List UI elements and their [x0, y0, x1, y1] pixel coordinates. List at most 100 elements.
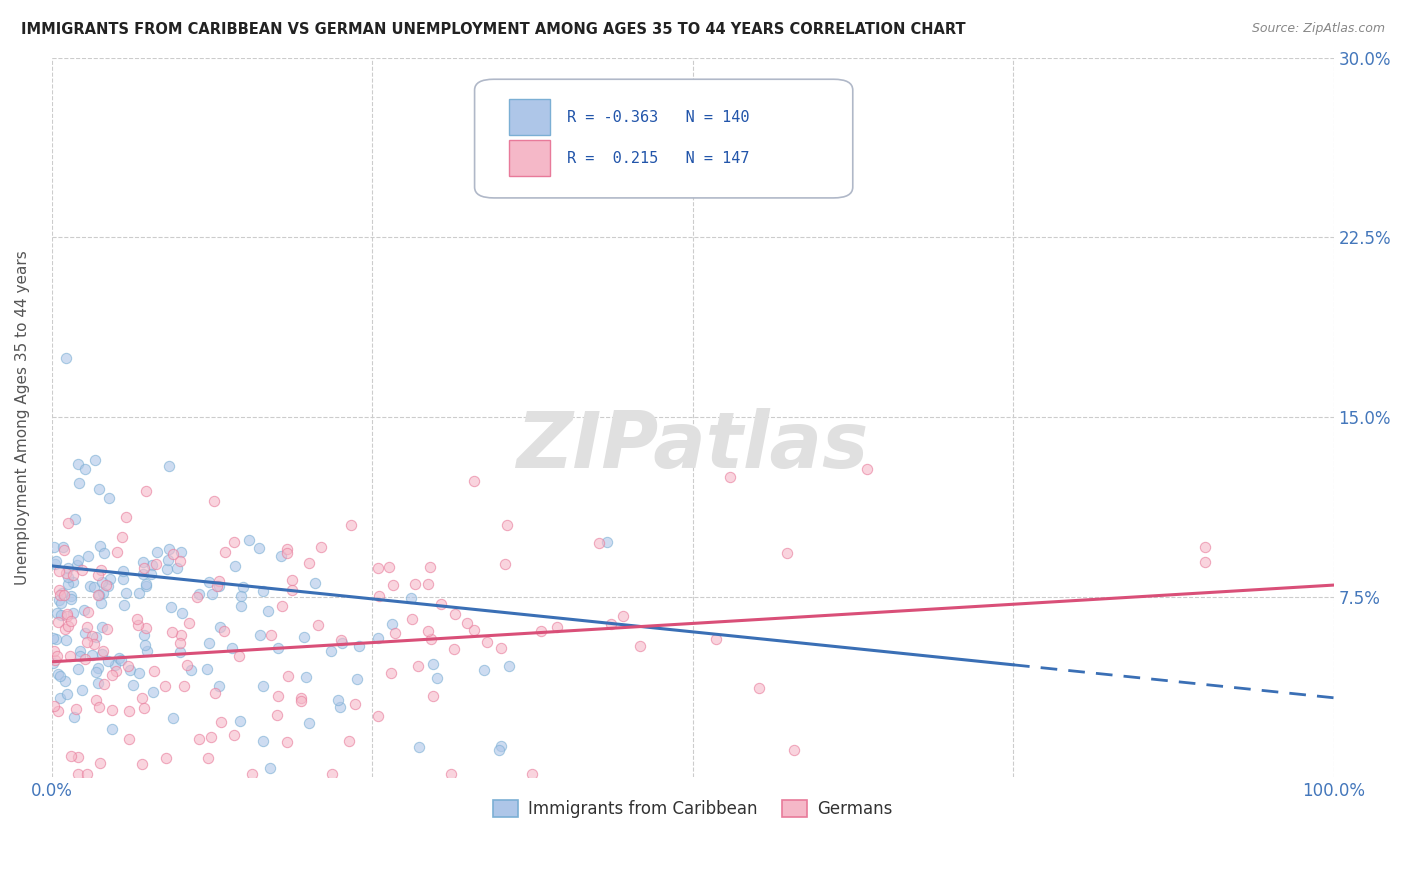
Point — [87, 676, 110, 690]
Point — [42, 698, 65, 713]
Point — [83, 637, 105, 651]
Point — [776, 545, 799, 559]
Point — [51, 607, 73, 622]
Point — [76, 767, 98, 781]
Point — [141, 558, 163, 573]
Point — [115, 509, 138, 524]
Point — [330, 636, 353, 650]
Point — [45, 554, 67, 568]
Point — [399, 591, 422, 606]
FancyBboxPatch shape — [509, 99, 550, 136]
Point — [142, 684, 165, 698]
Legend: Immigrants from Caribbean, Germans: Immigrants from Caribbean, Germans — [484, 791, 901, 826]
Point — [211, 714, 233, 729]
Point — [55, 607, 77, 622]
Point — [208, 679, 231, 693]
Point — [1194, 555, 1216, 569]
Point — [252, 734, 274, 748]
Point — [90, 563, 112, 577]
Point — [208, 574, 231, 588]
Point — [267, 640, 290, 655]
Point — [117, 659, 139, 673]
Point — [73, 603, 96, 617]
Point — [51, 586, 73, 600]
Point — [73, 626, 96, 640]
Point — [420, 632, 443, 646]
Point — [290, 694, 312, 708]
Point — [97, 654, 120, 668]
FancyBboxPatch shape — [475, 79, 853, 198]
Point — [155, 751, 177, 765]
Point — [87, 660, 110, 674]
Point — [489, 739, 512, 754]
Point — [84, 693, 107, 707]
Point — [367, 631, 389, 645]
Y-axis label: Unemployment Among Ages 35 to 44 years: Unemployment Among Ages 35 to 44 years — [15, 250, 30, 584]
Point — [494, 557, 516, 571]
Point — [329, 700, 352, 714]
Point — [91, 644, 114, 658]
Point — [321, 643, 343, 657]
Point — [276, 735, 298, 749]
Point — [337, 733, 360, 747]
Point — [307, 618, 329, 632]
Point — [416, 624, 439, 639]
Point — [56, 561, 79, 575]
Point — [112, 572, 135, 586]
Point — [42, 644, 65, 658]
Text: Source: ZipAtlas.com: Source: ZipAtlas.com — [1251, 22, 1385, 36]
Point — [522, 767, 544, 781]
Point — [224, 559, 246, 574]
Point — [66, 558, 89, 572]
Point — [214, 545, 236, 559]
Point — [45, 632, 67, 647]
Point — [91, 647, 114, 661]
Point — [49, 691, 72, 706]
Point — [546, 620, 568, 634]
Point — [89, 482, 111, 496]
Point — [252, 584, 274, 599]
Point — [97, 579, 120, 593]
FancyBboxPatch shape — [509, 140, 550, 177]
Point — [231, 590, 253, 604]
Point — [382, 578, 405, 592]
Point — [51, 596, 73, 610]
Point — [748, 681, 770, 695]
Point — [80, 628, 103, 642]
Point — [208, 579, 231, 593]
Point — [224, 534, 246, 549]
Point — [44, 540, 66, 554]
Point — [197, 750, 219, 764]
Point — [240, 767, 263, 781]
Point — [46, 704, 69, 718]
Point — [612, 608, 634, 623]
Point — [131, 756, 153, 771]
Point — [87, 568, 110, 582]
Point — [426, 671, 449, 685]
Point — [232, 580, 254, 594]
Point — [105, 665, 128, 679]
Point — [87, 700, 110, 714]
Point — [77, 605, 100, 619]
Point — [59, 589, 82, 603]
Point — [93, 546, 115, 560]
Point — [83, 581, 105, 595]
Point — [44, 558, 66, 572]
Point — [46, 606, 69, 620]
Point — [311, 540, 333, 554]
Point — [91, 575, 114, 590]
Point — [180, 663, 202, 677]
Point — [367, 561, 389, 575]
Point — [346, 672, 368, 686]
Point — [44, 652, 66, 666]
Point — [408, 740, 430, 755]
Point — [101, 668, 124, 682]
Point — [195, 662, 218, 676]
Point — [157, 542, 180, 557]
Point — [84, 453, 107, 467]
Point — [69, 648, 91, 663]
Point — [257, 604, 280, 618]
Point — [76, 620, 98, 634]
Point — [70, 563, 93, 577]
Point — [46, 667, 69, 681]
